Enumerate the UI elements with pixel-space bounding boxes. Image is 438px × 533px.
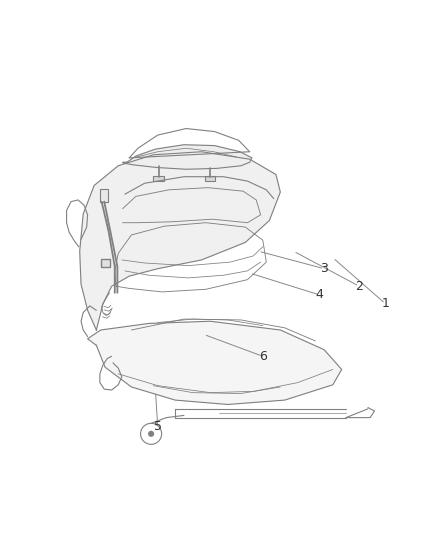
Polygon shape <box>80 152 280 330</box>
Circle shape <box>148 431 154 437</box>
Polygon shape <box>88 321 342 405</box>
Text: 5: 5 <box>154 420 162 433</box>
Text: 2: 2 <box>355 280 363 293</box>
Text: 6: 6 <box>259 350 267 363</box>
Bar <box>101 259 110 266</box>
Bar <box>100 189 108 201</box>
Polygon shape <box>123 145 252 169</box>
Text: 4: 4 <box>316 288 324 302</box>
Bar <box>153 176 164 181</box>
Text: 3: 3 <box>320 262 328 275</box>
Text: 1: 1 <box>381 297 389 310</box>
Bar <box>205 176 215 181</box>
